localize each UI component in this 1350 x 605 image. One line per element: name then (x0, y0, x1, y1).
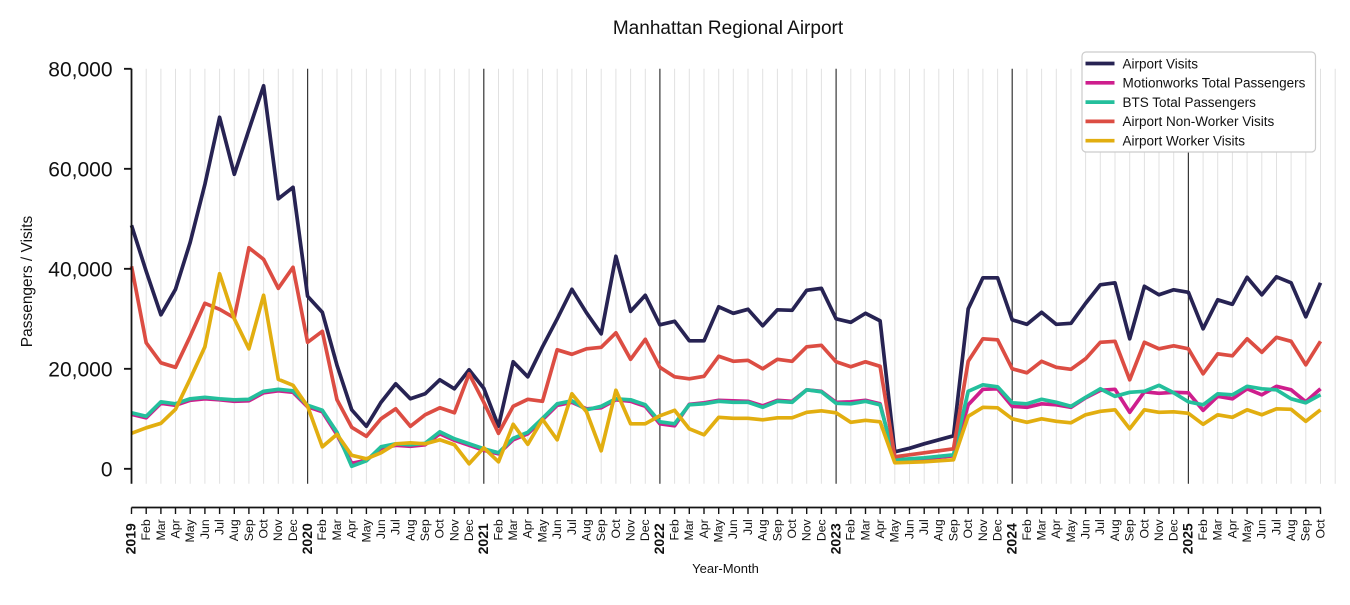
svg-text:Year-Month: Year-Month (692, 561, 759, 576)
svg-text:0: 0 (101, 459, 113, 482)
svg-text:Feb: Feb (844, 519, 858, 540)
svg-text:2021: 2021 (475, 523, 491, 554)
svg-text:Oct: Oct (1137, 519, 1151, 539)
svg-text:Apr: Apr (168, 519, 182, 538)
svg-text:Aug: Aug (579, 519, 593, 541)
svg-text:Sep: Sep (1299, 519, 1313, 541)
svg-text:May: May (535, 518, 549, 542)
svg-text:Sep: Sep (594, 519, 608, 541)
svg-text:Jul: Jul (565, 519, 579, 535)
svg-text:Dec: Dec (814, 519, 828, 541)
svg-text:Airport Visits: Airport Visits (1123, 56, 1199, 71)
svg-text:BTS Total Passengers: BTS Total Passengers (1123, 95, 1257, 110)
svg-text:Manhattan Regional Airport: Manhattan Regional Airport (613, 18, 844, 39)
svg-text:Apr: Apr (521, 519, 535, 538)
svg-text:Sep: Sep (418, 519, 432, 541)
svg-text:May: May (183, 518, 197, 542)
svg-text:Sep: Sep (770, 519, 784, 541)
svg-text:Jul: Jul (1269, 519, 1283, 535)
svg-text:Apr: Apr (873, 519, 887, 538)
svg-text:Feb: Feb (491, 519, 505, 540)
svg-text:Mar: Mar (1035, 519, 1049, 540)
svg-text:Oct: Oct (609, 519, 623, 539)
svg-text:Oct: Oct (961, 519, 975, 539)
svg-text:Apr: Apr (345, 519, 359, 538)
svg-text:Dec: Dec (286, 519, 300, 541)
svg-text:2019: 2019 (123, 523, 139, 554)
svg-text:Jun: Jun (374, 519, 388, 539)
svg-text:Airport Worker Visits: Airport Worker Visits (1123, 134, 1246, 149)
svg-text:Mar: Mar (154, 519, 168, 540)
svg-text:Feb: Feb (1020, 519, 1034, 540)
svg-text:Oct: Oct (785, 519, 799, 539)
svg-text:May: May (1064, 518, 1078, 542)
svg-text:Aug: Aug (1284, 519, 1298, 541)
svg-text:May: May (1240, 518, 1254, 542)
svg-text:Apr: Apr (1225, 519, 1239, 538)
svg-text:Mar: Mar (858, 519, 872, 540)
svg-text:Jul: Jul (917, 519, 931, 535)
svg-text:Feb: Feb (139, 519, 153, 540)
svg-text:Feb: Feb (668, 519, 682, 540)
svg-text:2024: 2024 (1003, 523, 1019, 554)
svg-text:Aug: Aug (932, 519, 946, 541)
svg-text:Mar: Mar (506, 519, 520, 540)
svg-text:Apr: Apr (697, 519, 711, 538)
svg-text:Oct: Oct (433, 519, 447, 539)
svg-text:Feb: Feb (315, 519, 329, 540)
svg-text:2023: 2023 (827, 523, 843, 554)
svg-text:Dec: Dec (638, 519, 652, 541)
svg-text:Mar: Mar (330, 519, 344, 540)
svg-text:Dec: Dec (991, 519, 1005, 541)
svg-text:Nov: Nov (976, 518, 990, 541)
svg-text:Jun: Jun (550, 519, 564, 539)
svg-text:Airport Non-Worker Visits: Airport Non-Worker Visits (1123, 114, 1275, 129)
svg-text:Nov: Nov (624, 518, 638, 541)
svg-text:Dec: Dec (462, 519, 476, 541)
svg-text:May: May (888, 518, 902, 542)
svg-text:Sep: Sep (242, 519, 256, 541)
svg-text:May: May (712, 518, 726, 542)
svg-text:Aug: Aug (1108, 519, 1122, 541)
svg-text:Jun: Jun (902, 519, 916, 539)
svg-text:Mar: Mar (1211, 519, 1225, 540)
svg-text:40,000: 40,000 (48, 259, 112, 282)
svg-text:Aug: Aug (227, 519, 241, 541)
svg-text:Mar: Mar (682, 519, 696, 540)
svg-text:May: May (359, 518, 373, 542)
svg-text:Oct: Oct (257, 519, 271, 539)
svg-text:Jun: Jun (1079, 519, 1093, 539)
svg-text:Nov: Nov (800, 518, 814, 541)
svg-text:Dec: Dec (1167, 519, 1181, 541)
svg-text:2025: 2025 (1180, 523, 1196, 554)
svg-text:Oct: Oct (1313, 519, 1327, 539)
svg-text:Jun: Jun (726, 519, 740, 539)
svg-text:Passengers / Visits: Passengers / Visits (19, 215, 36, 347)
svg-text:Sep: Sep (946, 519, 960, 541)
svg-text:Aug: Aug (403, 519, 417, 541)
svg-text:2020: 2020 (299, 523, 315, 554)
svg-text:Jul: Jul (213, 519, 227, 535)
svg-text:Feb: Feb (1196, 519, 1210, 540)
svg-text:20,000: 20,000 (48, 359, 112, 382)
svg-text:Jun: Jun (198, 519, 212, 539)
svg-text:Jul: Jul (741, 519, 755, 535)
svg-text:Motionworks Total Passengers: Motionworks Total Passengers (1123, 76, 1306, 91)
svg-text:Apr: Apr (1049, 519, 1063, 538)
svg-text:Nov: Nov (271, 518, 285, 541)
svg-text:Jul: Jul (389, 519, 403, 535)
svg-text:60,000: 60,000 (48, 159, 112, 182)
svg-text:Jun: Jun (1255, 519, 1269, 539)
svg-text:80,000: 80,000 (48, 59, 112, 82)
svg-text:Aug: Aug (756, 519, 770, 541)
svg-text:Nov: Nov (447, 518, 461, 541)
svg-text:Jul: Jul (1093, 519, 1107, 535)
svg-text:Nov: Nov (1152, 518, 1166, 541)
svg-text:Sep: Sep (1123, 519, 1137, 541)
svg-text:2022: 2022 (651, 523, 667, 554)
